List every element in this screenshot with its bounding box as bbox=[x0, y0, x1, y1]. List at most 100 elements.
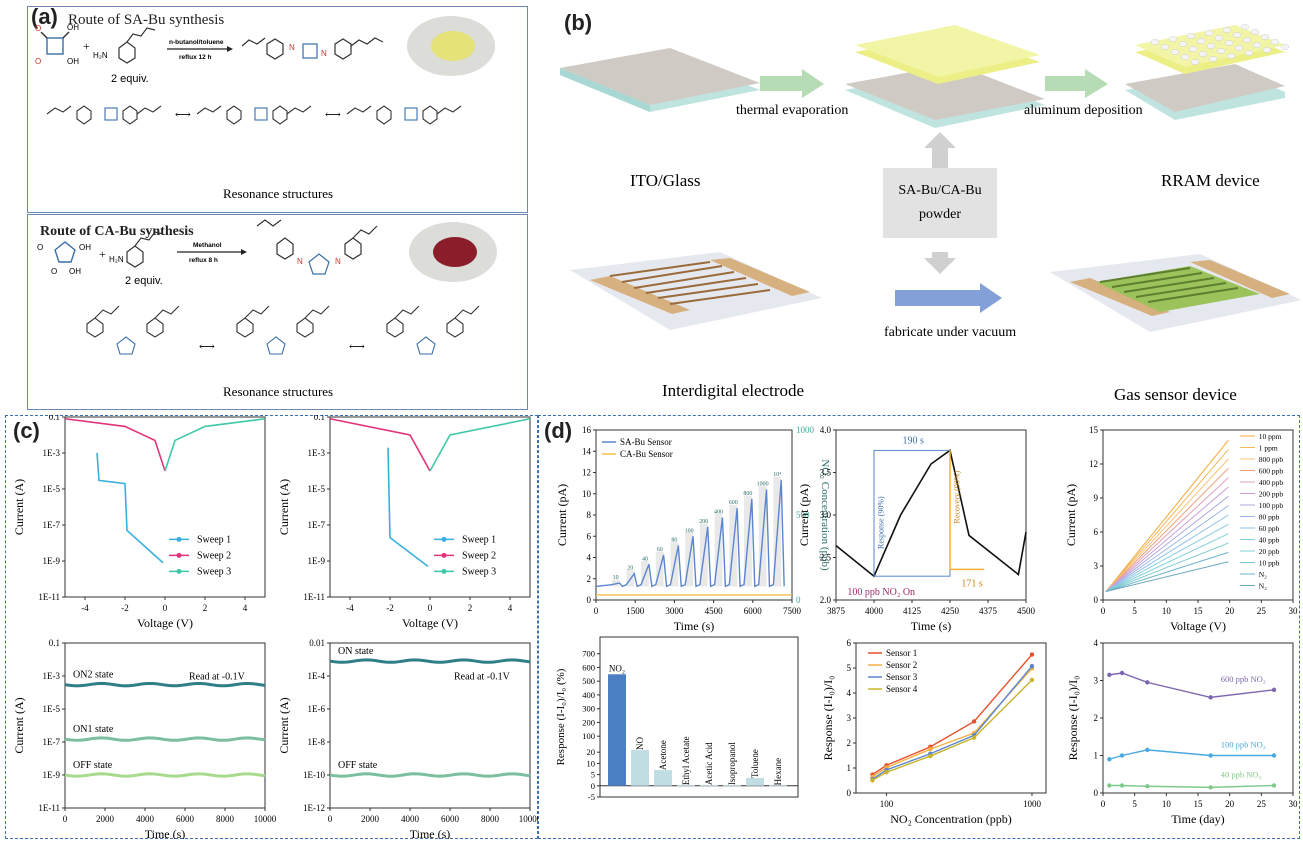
rram-electrode-dot bbox=[1242, 37, 1252, 43]
d-conc-ytick-label: 1 bbox=[847, 763, 852, 773]
d-stab-xtick-label: 10 bbox=[1162, 799, 1172, 809]
d-bar-ylabel: Response (I-I₀)/I₀ (%) bbox=[555, 668, 567, 765]
d-iv-legend-label: 600 ppb bbox=[1259, 467, 1284, 476]
d-iv-line bbox=[1105, 486, 1229, 592]
gas-sensor-label: Gas sensor device bbox=[1114, 385, 1237, 404]
ito-glass-slab bbox=[560, 48, 760, 112]
d-zoom-rec-label: Recovery (90%) bbox=[953, 471, 962, 524]
d-zoom-tresp: 190 s bbox=[903, 436, 925, 447]
d-time-conc-label: 60 bbox=[657, 547, 663, 553]
c-ret-left-ylabel: Current (A) bbox=[12, 697, 26, 753]
d-conc-ytick-label: 5 bbox=[847, 663, 852, 673]
rram-electrode-dots bbox=[1150, 24, 1290, 65]
svg-text:N: N bbox=[289, 43, 295, 52]
powder-label-2: powder bbox=[919, 207, 961, 222]
c-iv-right-series-3 bbox=[429, 417, 531, 472]
d-zoom-xtick-label: 4250 bbox=[941, 606, 960, 616]
sa-resonance-row bbox=[46, 105, 462, 125]
d-bar-ytick-label: 100 bbox=[582, 731, 595, 741]
d-iv-line bbox=[1105, 477, 1229, 592]
d-bar-rect bbox=[677, 785, 695, 787]
squaric-acid-molecule bbox=[40, 31, 70, 55]
c-iv-left-ytick-label: 1E-3 bbox=[43, 448, 61, 458]
c-ret-right-ytick-label: 1E-10 bbox=[303, 770, 325, 780]
c-iv-right-legend-marker bbox=[441, 536, 447, 542]
d-conc-point bbox=[884, 770, 889, 775]
d-zoom-xtick-label: 4125 bbox=[903, 606, 922, 616]
c-ret-right-read-label: Read at -0.1V bbox=[454, 671, 511, 682]
svg-text:N: N bbox=[321, 49, 327, 58]
d-iv-ytick-label: 6 bbox=[1094, 527, 1099, 537]
c-ret-right-ytick-label: 1E-8 bbox=[308, 737, 326, 747]
panel-b-diagram: thermal evaporation aluminum deposition … bbox=[560, 24, 1300, 404]
d-stab-point bbox=[1119, 783, 1125, 788]
c-iv-left-ytick-label: 1E-7 bbox=[43, 520, 61, 530]
d-zoom-ytick-label: 2.0 bbox=[820, 595, 832, 605]
c-iv-right-ytick-label: 0.1 bbox=[314, 415, 325, 422]
panel-d-label: (d) bbox=[544, 418, 573, 443]
c-iv-right-xtick-label: 0 bbox=[428, 603, 433, 613]
c-ret-right-ylabel: Current (A) bbox=[277, 697, 291, 753]
d-stab-ytick-label: 2 bbox=[1094, 713, 1099, 723]
d-stab-line bbox=[1109, 749, 1274, 760]
d-bar-label: Toluene bbox=[750, 749, 760, 778]
electrode-label: Interdigital electrode bbox=[662, 381, 804, 400]
d-bar-label: Ethyl Acetate bbox=[681, 736, 691, 785]
c-ret-left-state-label: ON1 state bbox=[73, 724, 114, 735]
d-iv-xtick-label: 20 bbox=[1225, 606, 1235, 616]
c-iv-right-legend-label: Sweep 2 bbox=[462, 550, 496, 561]
c-ret-right-plot-frame bbox=[329, 642, 531, 809]
d-conc-xtick-label: 1000 bbox=[1023, 799, 1042, 809]
panel-c-charts: 0.1 1E-3 1E-5 1E-7 1E-9 1E-11 -4 -2 0 2 4 Current (… bbox=[12, 415, 538, 839]
c-iv-left-xtick-label: 4 bbox=[243, 603, 248, 613]
d-time-conc-label: 1000 bbox=[757, 482, 769, 488]
panel-d-box bbox=[538, 415, 1300, 839]
svg-text:OH: OH bbox=[67, 23, 79, 32]
d-stab-xtick-label: 5 bbox=[1132, 799, 1137, 809]
d-time-xlabel: Time (s) bbox=[674, 619, 715, 633]
d-iv-line bbox=[1105, 458, 1229, 592]
c-iv-right-legend-marker bbox=[441, 568, 447, 574]
d-bar-ytick-label: 5 bbox=[591, 770, 595, 780]
d-time-conc-label: 20 bbox=[627, 566, 633, 572]
d-stab-point bbox=[1119, 670, 1125, 676]
panel-a-label: (a) bbox=[31, 4, 58, 29]
d-iv-line bbox=[1105, 495, 1229, 592]
d-bar-ytick-label: 300 bbox=[582, 704, 595, 714]
c-iv-left-ytick-label: 1E-11 bbox=[38, 592, 60, 602]
d-bar-ytick-label: 500 bbox=[582, 676, 595, 686]
d-iv-xtick-label: 25 bbox=[1257, 606, 1267, 616]
d-conc-point bbox=[1029, 663, 1035, 669]
c-iv-right-ytick-label: 1E-11 bbox=[303, 592, 325, 602]
c-iv-left-xtick-label: -2 bbox=[121, 603, 129, 613]
rram-electrode-dot bbox=[1252, 42, 1262, 48]
d-conc-point bbox=[971, 735, 977, 740]
c-iv-left-legend-label: Sweep 2 bbox=[197, 550, 231, 561]
rram-electrode-dot bbox=[1234, 45, 1244, 51]
fabricate-arrow bbox=[895, 283, 1002, 313]
svg-text:O: O bbox=[37, 243, 43, 252]
ca-route-title: Route of CA-Bu synthesis bbox=[40, 224, 194, 239]
svg-text:⟷: ⟷ bbox=[199, 341, 215, 353]
d-iv-legend-label: 80 ppb bbox=[1259, 513, 1280, 522]
rram-electrode-dot bbox=[1222, 27, 1232, 33]
d-iv-line bbox=[1105, 542, 1229, 592]
d-zoom-xlabel: Time (s) bbox=[911, 619, 952, 633]
aluminum-arrow bbox=[1045, 69, 1108, 98]
d-stab-ytick-label: 0 bbox=[1094, 788, 1099, 798]
c-ret-left-xtick-label: 6000 bbox=[176, 814, 195, 824]
d-bar-label: Acetic Acid bbox=[704, 742, 714, 785]
d-stab-series-label: 40 ppb NO₂ bbox=[1221, 770, 1262, 780]
rram-electrode-dot bbox=[1224, 40, 1234, 46]
ca-cond-top: Methanol bbox=[193, 242, 222, 249]
d-zoom-ytick-label: 2.5 bbox=[820, 553, 832, 563]
d-stab-point bbox=[1208, 785, 1213, 790]
c-iv-left-xtick-label: 2 bbox=[203, 603, 208, 613]
c-iv-right-legend-label: Sweep 3 bbox=[462, 566, 496, 577]
sa-bu-product-molecule bbox=[241, 37, 384, 60]
c-iv-left-xtick-label: 0 bbox=[163, 603, 168, 613]
d-time-xtick-label: 1500 bbox=[626, 606, 645, 616]
c-iv-left-xtick-label: -4 bbox=[81, 603, 89, 613]
d-bar-ytick-label: 200 bbox=[582, 717, 595, 727]
d-iv-ytick-label: 12 bbox=[1089, 459, 1098, 469]
